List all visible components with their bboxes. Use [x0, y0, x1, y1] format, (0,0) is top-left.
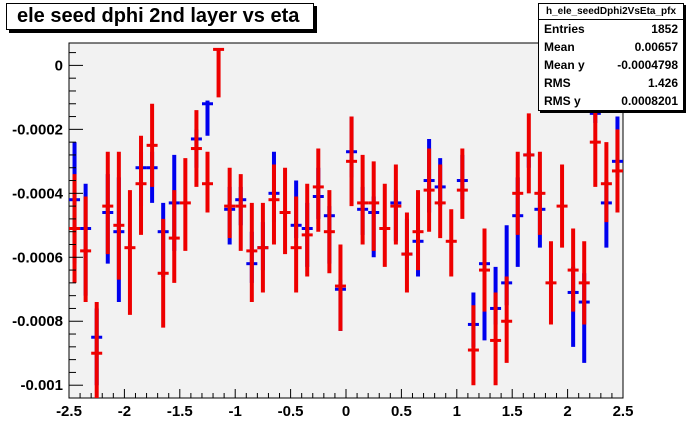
x-tick-label: 0.5 [391, 403, 412, 420]
title-box: ele seed dphi 2nd layer vs eta [6, 3, 314, 30]
y-tick-label: -0.0004 [12, 185, 64, 202]
y-tick-label: -0.0008 [12, 313, 63, 330]
y-tick-label: -0.0002 [12, 121, 63, 138]
chart-title: ele seed dphi 2nd layer vs eta [17, 5, 300, 27]
stats-row-mean-y: Mean y -0.0004798 [539, 56, 683, 74]
stats-label: Mean y [544, 58, 585, 72]
stats-row-rms-y: RMS y 0.0008201 [539, 92, 683, 110]
stats-label: RMS [544, 76, 571, 90]
stats-box: h_ele_seedDphi2VsEta_pfx Entries 1852 Me… [538, 3, 684, 111]
stats-histogram-name: h_ele_seedDphi2VsEta_pfx [539, 4, 683, 20]
x-tick-label: 1 [453, 403, 461, 420]
stats-value: 0.0008201 [621, 94, 678, 108]
y-tick-label: -0.001 [20, 377, 63, 394]
stats-row-mean: Mean 0.00657 [539, 38, 683, 56]
x-tick-label: 2.5 [613, 403, 634, 420]
stats-label: Entries [544, 22, 585, 36]
x-tick-label: -1.5 [167, 403, 193, 420]
x-tick-label: 2 [563, 403, 571, 420]
x-tick-label: -1 [229, 403, 242, 420]
stats-value: 1.426 [647, 76, 678, 90]
x-tick-label: -2 [118, 403, 131, 420]
data-markers [69, 47, 623, 398]
axes: -2.5 -2 -1.5 -1 -0.5 0 0.5 1 1.5 2 2.5 0 -0.0002 -0.0… [12, 52, 634, 420]
x-tick-label: 1.5 [502, 403, 523, 420]
stats-value: 0.00657 [634, 40, 678, 54]
series-red [69, 47, 623, 398]
stats-row-entries: Entries 1852 [539, 20, 683, 38]
stats-label: RMS y [544, 94, 581, 108]
x-tick-label: -2.5 [56, 403, 82, 420]
stats-value: -0.0004798 [617, 58, 678, 72]
y-tick-label: 0 [55, 57, 63, 74]
stats-label: Mean [544, 40, 575, 54]
y-tick-label: -0.0006 [12, 249, 63, 266]
x-tick-label: -0.5 [278, 403, 304, 420]
stats-row-rms: RMS 1.426 [539, 74, 683, 92]
stats-value: 1852 [651, 22, 678, 36]
x-tick-label: 0 [342, 403, 350, 420]
